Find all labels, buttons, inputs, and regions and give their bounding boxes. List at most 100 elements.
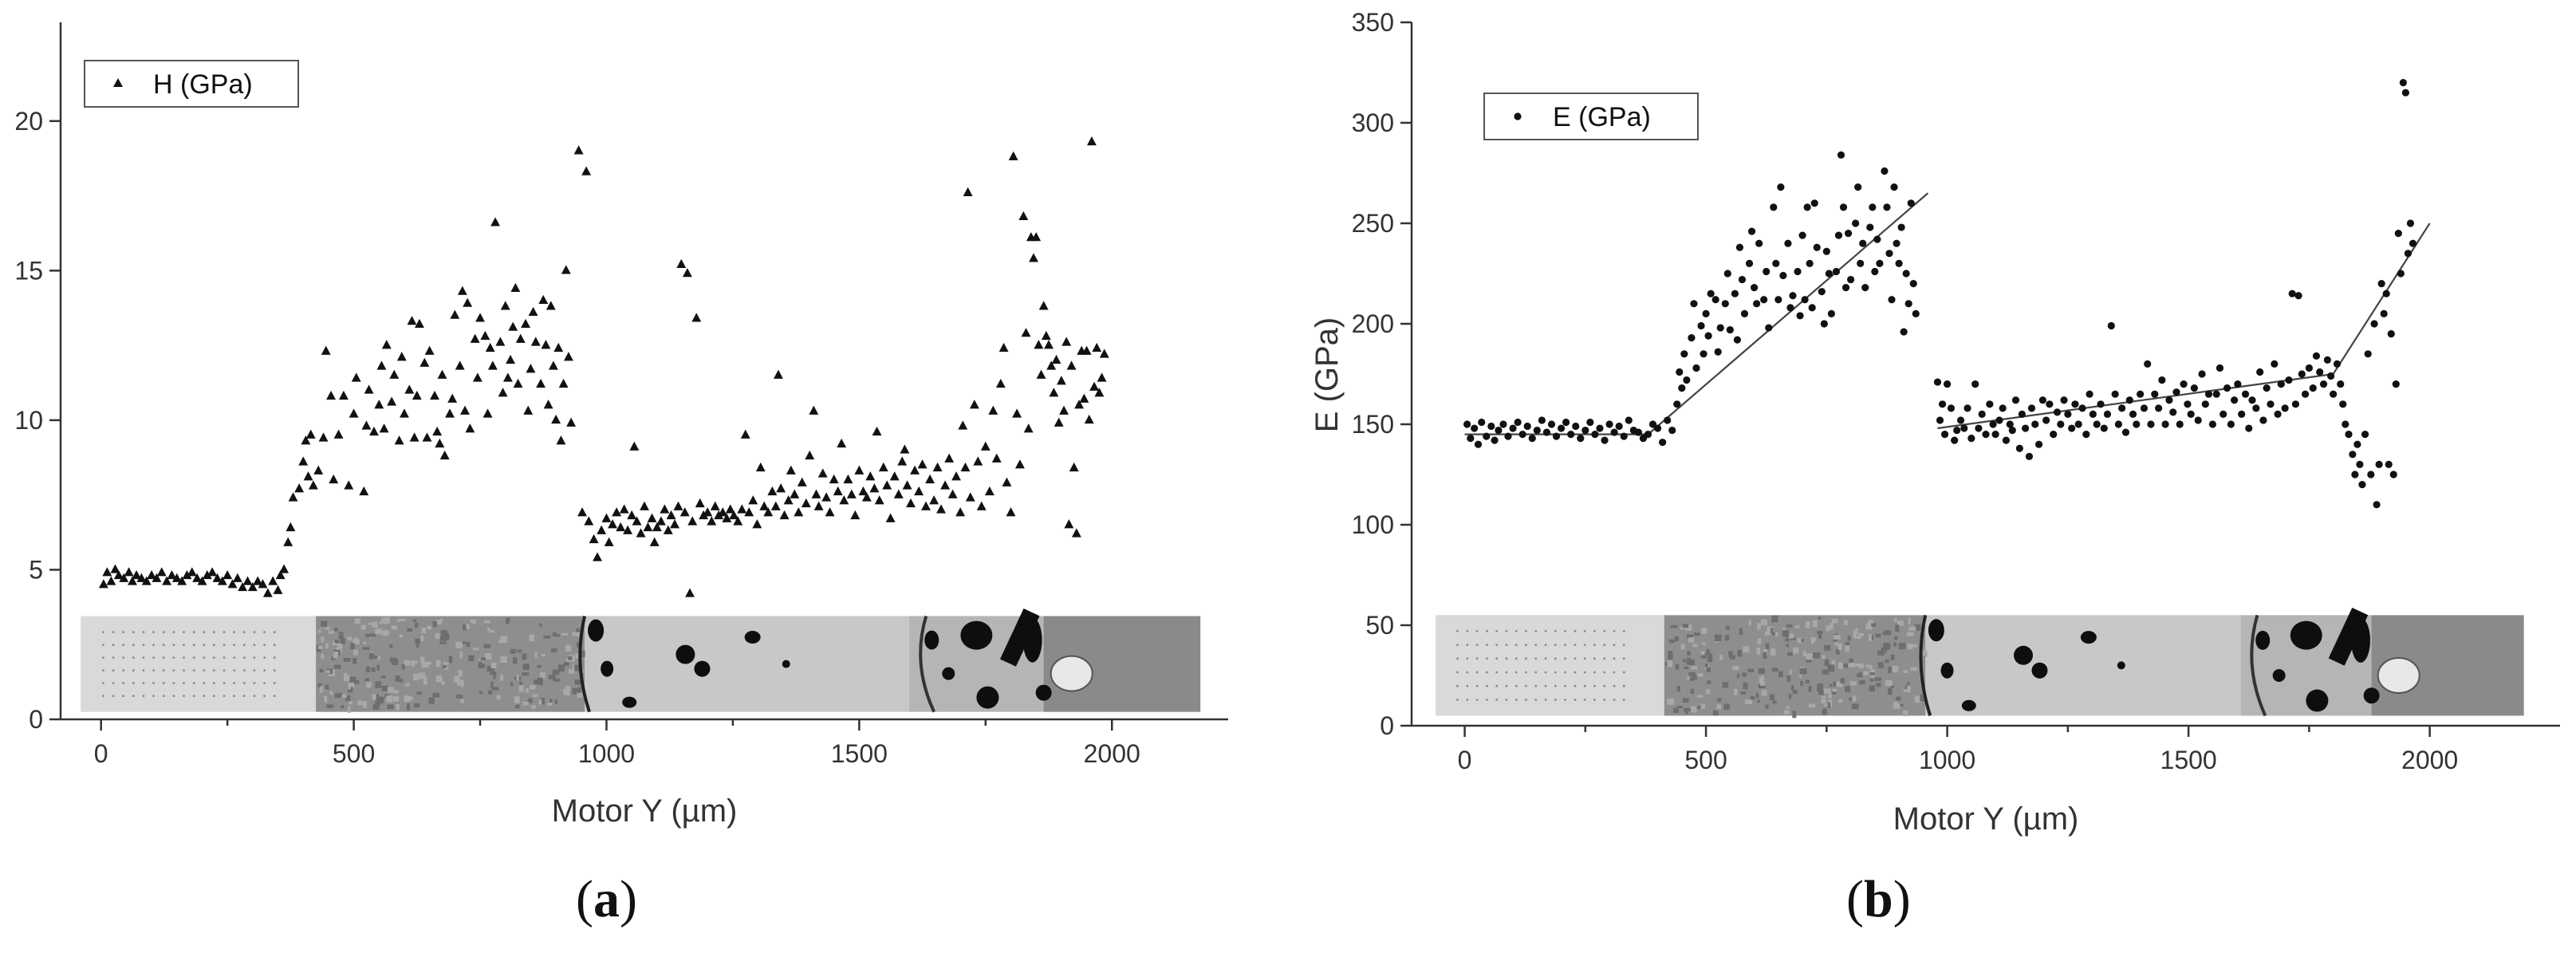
micrograph-speckle (542, 653, 546, 657)
data-point (457, 286, 467, 295)
micrograph-speckle (339, 632, 344, 635)
micrograph-speckle (1687, 634, 1694, 639)
micrograph-speckle (1840, 678, 1845, 684)
data-point (1491, 436, 1499, 444)
micrograph-speckle (345, 695, 351, 702)
data-point (530, 337, 541, 346)
micrograph-speckle (365, 633, 370, 638)
data-point (202, 569, 212, 580)
indent-mark (1574, 699, 1577, 701)
indent-mark (172, 656, 175, 660)
data-point (779, 510, 790, 520)
micrograph-speckle (317, 645, 323, 649)
data-point (1046, 360, 1057, 370)
data-point (947, 489, 958, 498)
indent-mark (162, 644, 165, 646)
indent-mark (162, 695, 165, 698)
data-point (1639, 435, 1648, 443)
data-point (872, 426, 882, 436)
data-point (817, 468, 828, 478)
micrograph-zone (316, 616, 585, 712)
data-point (1774, 296, 1782, 304)
panel-b-modulus: 0 500 1000 1500 2000 0 50 100 150 200 250 300 350 Mot… (1288, 0, 2576, 953)
indent-mark (1485, 657, 1488, 660)
micrograph-speckle (1903, 689, 1909, 692)
indent-mark (1554, 671, 1557, 674)
data-point (2078, 404, 2086, 412)
micrograph-speckle (480, 657, 486, 661)
indent-mark (142, 695, 145, 698)
data-point (2373, 501, 2381, 509)
micrograph-speckle (1717, 698, 1722, 703)
micrograph-speckle (356, 700, 363, 706)
micrograph-speckle (326, 704, 334, 708)
micrograph-speckle (420, 635, 424, 642)
data-point (861, 492, 872, 502)
data-point (439, 450, 450, 460)
indent-mark (162, 656, 165, 660)
micrograph-speckle (1675, 664, 1680, 670)
data-point (1567, 431, 1575, 439)
data-point (1099, 349, 1109, 358)
micrograph-speckle (484, 653, 492, 660)
data-point (900, 444, 910, 454)
data-point (2086, 390, 2093, 398)
indent-mark (1466, 671, 1469, 674)
data-point (400, 408, 409, 418)
micrograph-pore (2117, 661, 2125, 670)
micrograph-speckle (1868, 633, 1872, 641)
data-point (2281, 404, 2289, 412)
data-point (1964, 404, 1971, 412)
indent-mark (112, 656, 115, 660)
data-point (1538, 416, 1546, 424)
data-point (396, 352, 407, 361)
chart-hardness: 0 500 1000 1500 2000 0 5 10 15 20 Motor Y (µm) H (G… (14, 22, 1228, 829)
micrograph-speckle (1810, 636, 1814, 644)
data-point (2382, 289, 2390, 297)
indent-mark (203, 682, 206, 685)
data-point (1893, 239, 1900, 247)
micrograph-pore (1940, 662, 1954, 679)
micrograph-speckle (1680, 626, 1687, 630)
data-point (2071, 400, 2079, 408)
micrograph-pore (942, 667, 955, 680)
indent-mark (1603, 657, 1606, 660)
indent-mark (1475, 684, 1479, 687)
micrograph-speckle (1722, 682, 1729, 688)
data-point (232, 573, 242, 582)
micrograph-speckle (360, 624, 366, 630)
data-point (2201, 400, 2209, 408)
micrograph-speckle (553, 678, 561, 682)
data-point (543, 400, 553, 409)
micrograph-speckle (506, 620, 510, 624)
micrograph-speckle (392, 658, 399, 665)
data-point (430, 390, 439, 400)
micrograph-edge (578, 616, 591, 713)
micrograph-speckle (391, 625, 397, 630)
indent-mark (152, 669, 155, 672)
indent-mark (1456, 630, 1459, 632)
data-point (1572, 422, 1580, 431)
micrograph-speckle (562, 689, 570, 696)
data-point (1692, 364, 1700, 372)
micrograph-speckle (515, 704, 520, 709)
data-point (2027, 404, 2036, 412)
micrograph-speckle (404, 660, 409, 664)
x-tick-label: 0 (1458, 746, 1472, 774)
data-point (833, 486, 843, 496)
data-point (1885, 250, 1893, 258)
indent-mark (1495, 684, 1499, 687)
data-point (632, 516, 642, 526)
data-point (2361, 431, 2369, 439)
data-point (551, 414, 561, 424)
micrograph-speckle (1670, 624, 1678, 628)
micrograph-speckle (1706, 667, 1710, 672)
data-point (921, 501, 931, 510)
micrograph-speckle (1760, 619, 1767, 626)
micrograph-speckle (1818, 689, 1824, 695)
indent-mark (1505, 684, 1508, 687)
data-point (2022, 424, 2030, 432)
data-point (275, 569, 286, 580)
data-point (553, 342, 564, 352)
data-point (2194, 416, 2202, 424)
